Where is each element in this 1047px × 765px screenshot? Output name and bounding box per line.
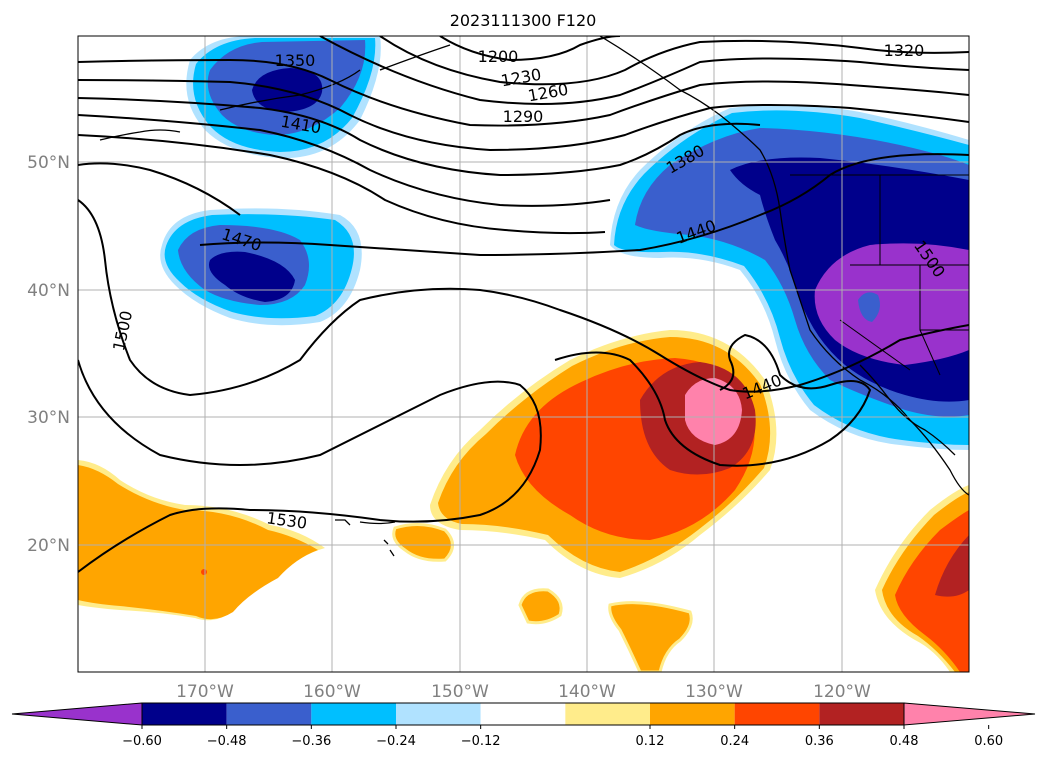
longitude-labels: 170°W 160°W 150°W 140°W 130°W 120°W: [176, 682, 871, 702]
colorbar-swatch: [226, 703, 312, 725]
colorbar-tick-label: 0.36: [805, 734, 834, 749]
colorbar-swatch: [311, 703, 396, 725]
colorbar-swatch: [565, 703, 650, 725]
contour-label-1320: 1320: [884, 41, 925, 60]
latitude-labels: 50°N 40°N 30°N 20°N: [27, 153, 70, 556]
colorbar-extend-min: [11, 702, 143, 726]
lon-label-170w: 170°W: [176, 682, 234, 702]
lat-label-20n: 20°N: [27, 536, 70, 556]
lat-label-40n: 40°N: [27, 281, 70, 301]
lon-label-150w: 150°W: [431, 682, 489, 702]
positive-anomaly-south-1: [518, 588, 563, 625]
lon-label-140w: 140°W: [558, 682, 616, 702]
colorbar-tick-label: −0.36: [291, 734, 331, 749]
positive-anomaly-hawaii: [392, 523, 454, 562]
colorbar: −0.60 −0.48 −0.36 −0.24 −0.12 0.12 0.24 0.36 0.4…: [11, 702, 1036, 749]
lat-label-50n: 50°N: [27, 153, 70, 173]
map-title: 2023111300 F120: [450, 11, 597, 30]
lon-label-130w: 130°W: [685, 682, 743, 702]
colorbar-tick-label: 0.48: [890, 734, 919, 749]
colorbar-swatch: [650, 703, 735, 725]
map-area: 1200 1230 1260 1290 1320 1350 1380 1410 …: [78, 36, 969, 672]
colorbar-tick-label: −0.60: [122, 734, 162, 749]
colorbar-outline: [141, 702, 905, 726]
colorbar-extend-max: [903, 702, 1036, 726]
lon-label-160w: 160°W: [303, 682, 361, 702]
colorbar-tick-label: −0.48: [207, 734, 247, 749]
colorbar-swatch: [734, 703, 820, 725]
positive-anomaly-south-2: [608, 601, 693, 672]
contour-label-1200: 1200: [478, 47, 519, 66]
graticule: [78, 36, 969, 672]
colorbar-swatch: [396, 703, 481, 725]
colorbar-tick-label: 0.12: [636, 734, 665, 749]
colorbar-swatch: [142, 703, 227, 725]
colorbar-swatch: [480, 703, 566, 725]
contour-label-1290: 1290: [503, 107, 544, 126]
colorbar-tick-label: 0.24: [720, 734, 749, 749]
colorbar-tick-label: 0.60: [974, 734, 1003, 749]
colorbar-tick-label: −0.24: [376, 734, 416, 749]
lat-label-30n: 30°N: [27, 408, 70, 428]
contour-label-1350: 1350: [275, 51, 316, 70]
positive-anomaly-southeast: [875, 485, 969, 672]
colorbar-tick-label: −0.12: [461, 734, 501, 749]
colorbar-swatch: [819, 703, 904, 725]
political-borders: [790, 174, 969, 376]
height-contours: [78, 36, 969, 573]
lon-label-120w: 120°W: [813, 682, 871, 702]
map-frame: [77, 35, 970, 673]
